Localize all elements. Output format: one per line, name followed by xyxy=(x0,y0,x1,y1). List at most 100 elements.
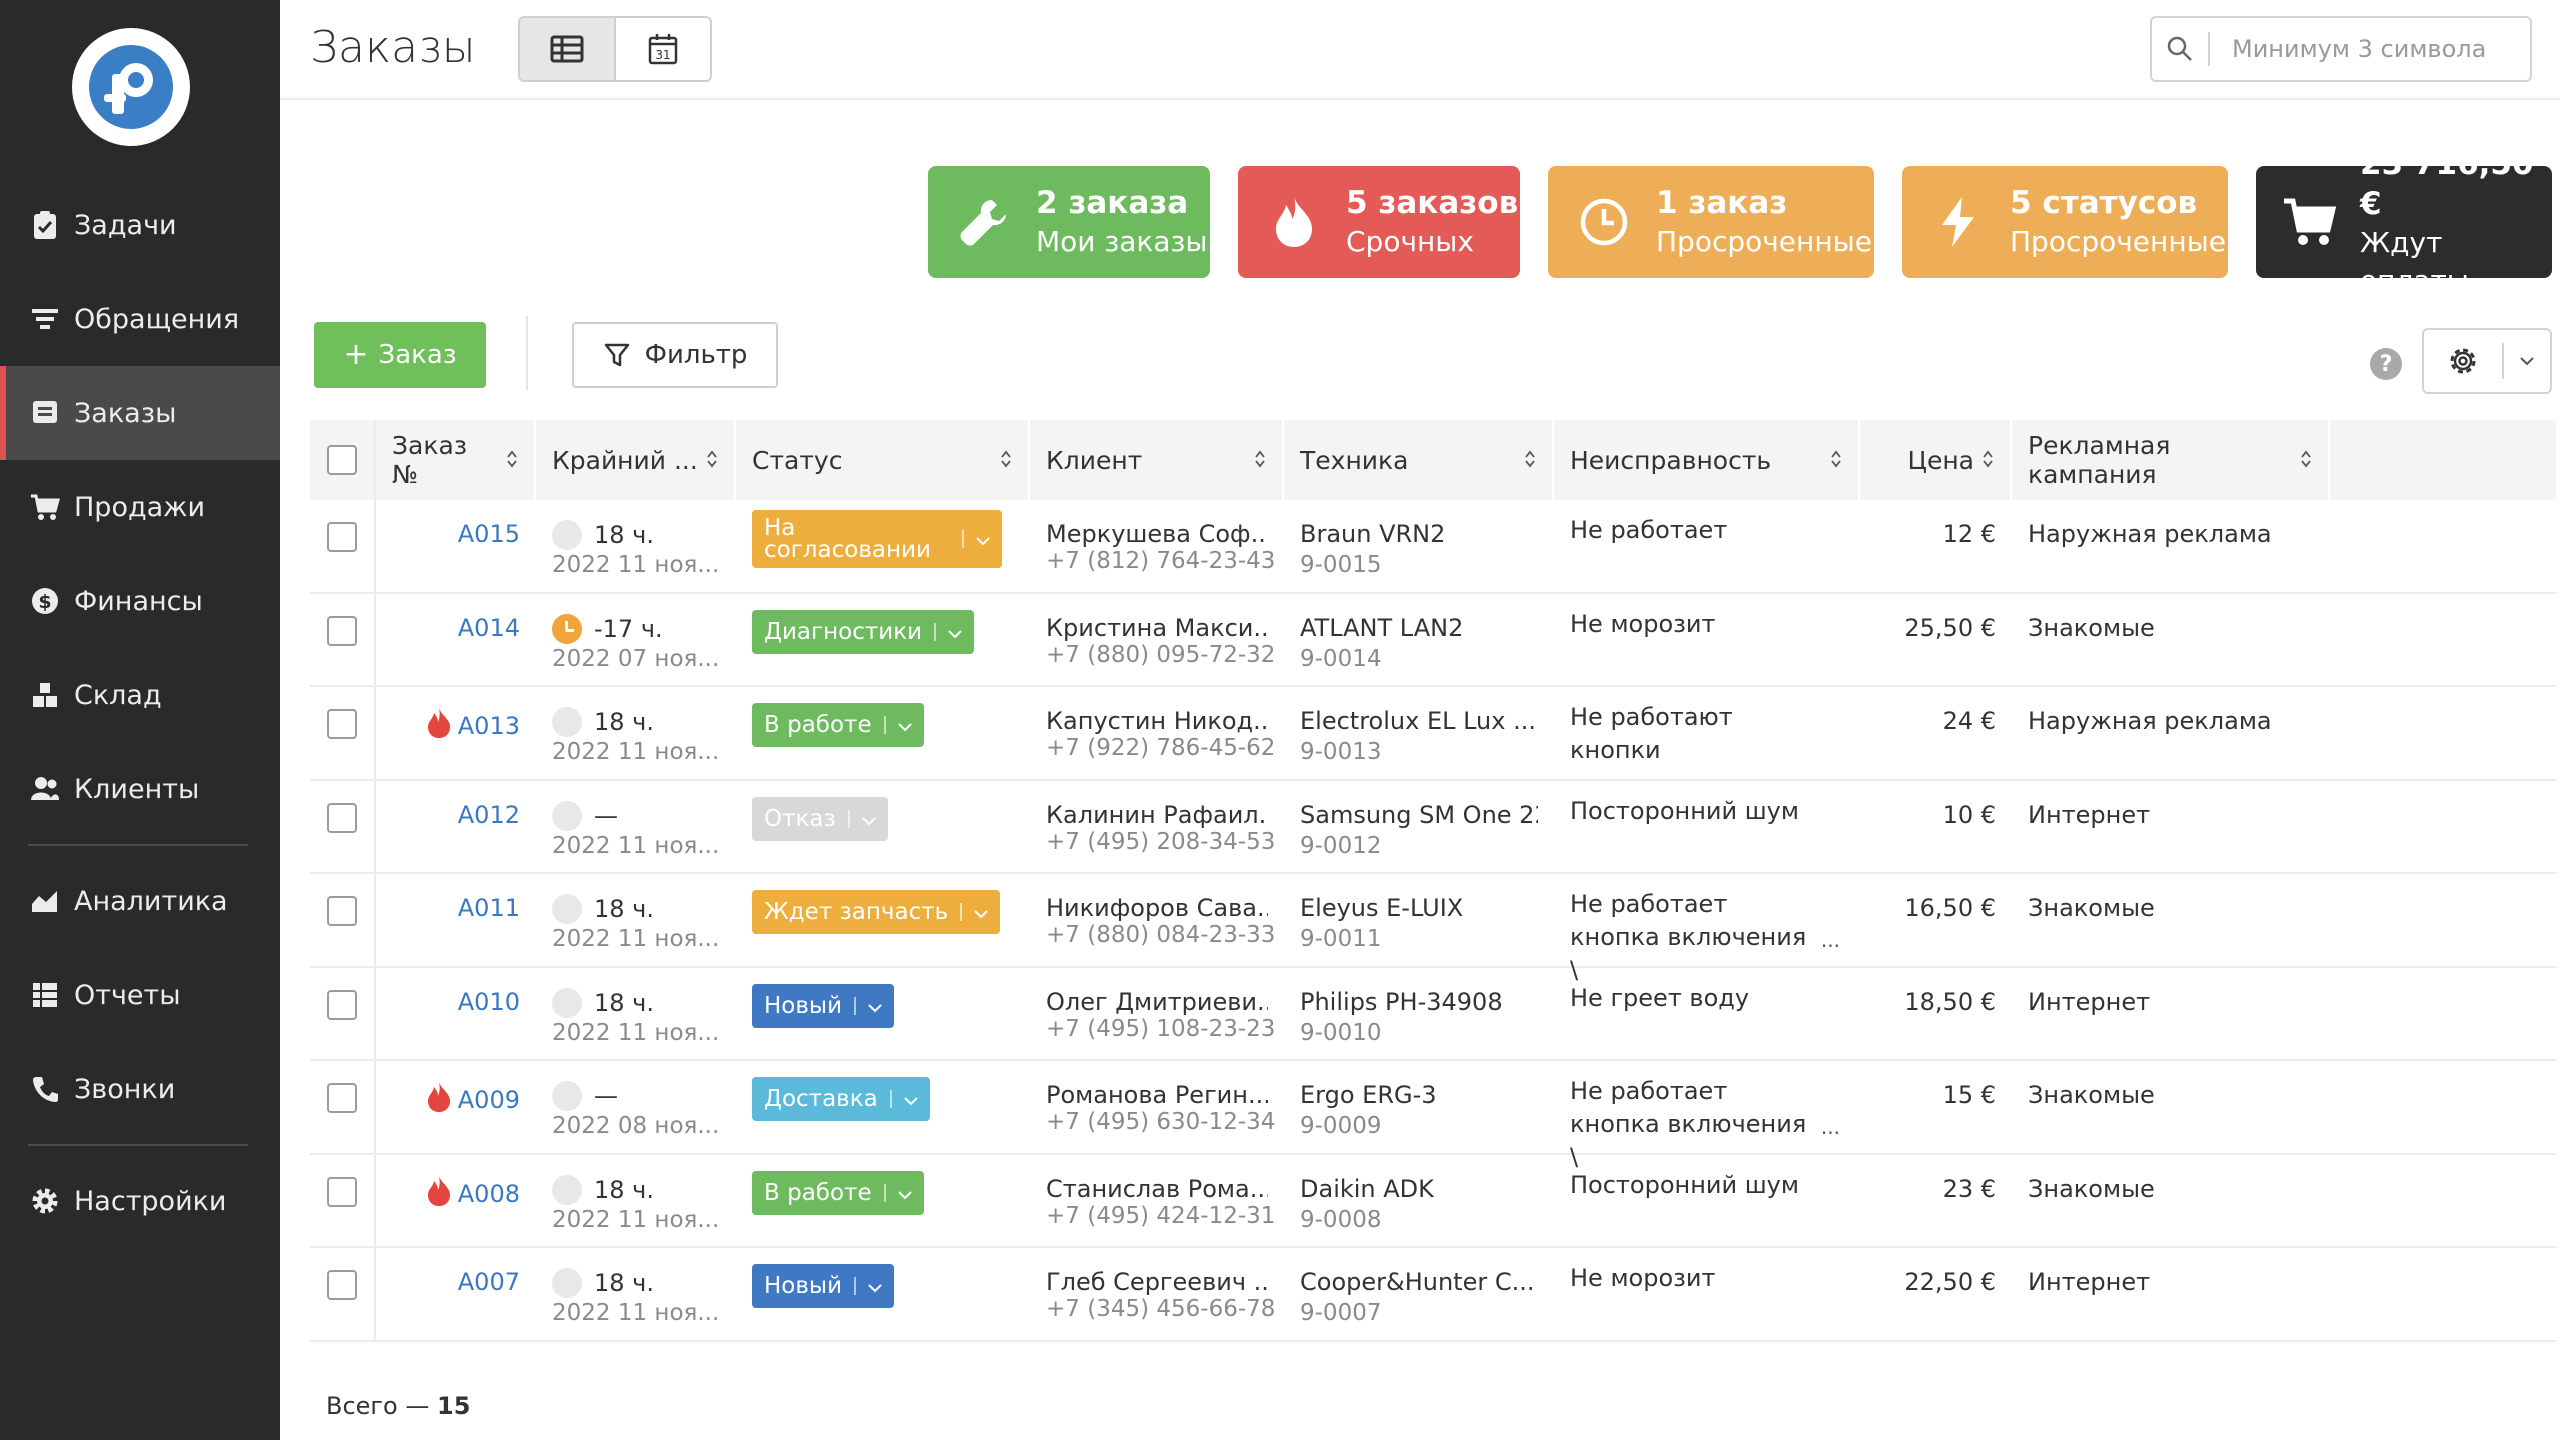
table-settings-button[interactable] xyxy=(2422,328,2552,394)
status-dropdown[interactable]: Доставка xyxy=(752,1077,930,1121)
status-dropdown[interactable]: Новый xyxy=(752,1264,895,1308)
sidebar-item-label: Задачи xyxy=(74,209,177,241)
column-header-status[interactable]: Статус xyxy=(736,420,1030,500)
column-header-deadline[interactable]: Крайний ... xyxy=(536,420,736,500)
row-checkbox[interactable] xyxy=(327,896,357,926)
order-number-cell: A007 xyxy=(376,1248,536,1340)
sidebar-item-clients[interactable]: Клиенты xyxy=(0,742,280,836)
sidebar-item-gear[interactable]: Настройки xyxy=(0,1154,280,1248)
chevron-down-icon xyxy=(976,528,990,550)
search-icon[interactable] xyxy=(2152,32,2210,66)
table-row[interactable]: A015 18 ч. 2022 11 ноя... На согласовани… xyxy=(310,500,2556,594)
column-header-order-number[interactable]: Заказ № xyxy=(376,420,536,500)
table-row[interactable]: A013 18 ч. 2022 11 ноя... В работе Капус… xyxy=(310,687,2556,781)
status-dropdown[interactable]: Новый xyxy=(752,983,895,1028)
gear-icon xyxy=(28,1184,62,1218)
client-cell: Глеб Сергеевич ... +7 (345) 456-66-78 xyxy=(1030,1248,1284,1340)
deadline-date: 2022 11 ноя... xyxy=(552,926,720,952)
order-link[interactable]: A010 xyxy=(457,987,520,1016)
sidebar-item-inquiries[interactable]: Обращения xyxy=(0,272,280,366)
card-label: Просроченные xyxy=(2010,225,2226,258)
app-logo[interactable] xyxy=(72,28,190,146)
cart-icon xyxy=(28,490,62,524)
overdue-statuses-card[interactable]: 5 статусов Просроченные xyxy=(1902,166,2228,278)
order-link[interactable]: A007 xyxy=(457,1268,520,1296)
column-header-equipment[interactable]: Техника xyxy=(1284,420,1554,500)
status-dropdown[interactable]: На согласовании xyxy=(752,510,1002,568)
order-link[interactable]: A014 xyxy=(457,613,520,642)
status-dropdown[interactable]: В работе xyxy=(752,703,924,747)
select-all-checkbox[interactable] xyxy=(327,445,357,475)
add-order-button[interactable]: + Заказ xyxy=(314,322,486,388)
my-orders-card[interactable]: 2 заказа Мои заказы xyxy=(928,166,1210,278)
chevron-down-icon xyxy=(948,619,962,645)
row-checkbox[interactable] xyxy=(327,989,357,1020)
calendar-view-button[interactable]: 31 xyxy=(616,18,710,80)
filter-button[interactable]: Фильтр xyxy=(572,322,778,388)
row-checkbox[interactable] xyxy=(327,1176,357,1207)
row-select-cell xyxy=(310,874,376,966)
sort-icon[interactable] xyxy=(2300,446,2312,475)
help-icon[interactable]: ? xyxy=(2370,348,2402,380)
sort-icon[interactable] xyxy=(1830,446,1842,475)
search-input[interactable] xyxy=(2232,35,2512,63)
status-dropdown[interactable]: Диагностики xyxy=(752,609,975,654)
sort-icon[interactable] xyxy=(506,446,518,475)
awaiting-payment-card[interactable]: 23 716,50 € Ждут оплаты xyxy=(2256,146,2552,297)
campaign-cell: Знакомые xyxy=(2012,594,2330,686)
table-row[interactable]: A010 18 ч. 2022 11 ноя... Новый Олег Дми… xyxy=(310,967,2556,1061)
more-icon[interactable]: ... xyxy=(1820,1114,1840,1139)
column-header-price[interactable]: Цена xyxy=(1860,420,2012,500)
table-row[interactable]: A011 18 ч. 2022 11 ноя... Ждет запчасть … xyxy=(310,874,2556,984)
row-checkbox[interactable] xyxy=(327,1270,357,1300)
deadline-date: 2022 07 ноя... xyxy=(552,645,720,672)
row-checkbox[interactable] xyxy=(327,709,357,739)
sort-icon[interactable] xyxy=(1254,446,1266,475)
sort-icon[interactable] xyxy=(1982,446,1994,475)
deadline-date: 2022 08 ноя... xyxy=(552,1113,720,1139)
sidebar-item-dollar[interactable]: $ Финансы xyxy=(0,554,280,648)
row-checkbox[interactable] xyxy=(327,1083,357,1113)
equipment-cell: Philips PH-34908 9-0010 xyxy=(1284,968,1554,1060)
column-header-defect[interactable]: Неисправность xyxy=(1554,420,1860,500)
column-header-ad-campaign[interactable]: Рекламная кампания xyxy=(2012,420,2330,500)
order-link[interactable]: A011 xyxy=(457,894,520,922)
column-header-client[interactable]: Клиент xyxy=(1030,420,1284,500)
urgent-orders-card[interactable]: 5 заказов Срочных xyxy=(1238,166,1520,278)
sidebar-item-analytics[interactable]: Аналитика xyxy=(0,854,280,948)
overdue-orders-card[interactable]: 1 заказ Просроченные xyxy=(1548,166,1874,278)
status-dropdown[interactable]: Ждет запчасть xyxy=(752,890,1001,934)
sidebar-item-warehouse[interactable]: Склад xyxy=(0,648,280,742)
sort-icon[interactable] xyxy=(1000,446,1012,475)
column-header-label: Статус xyxy=(752,445,843,475)
status-dropdown[interactable]: Отказ xyxy=(752,796,888,841)
more-icon[interactable]: ... xyxy=(1820,927,1840,952)
sidebar-item-cart[interactable]: Продажи xyxy=(0,460,280,554)
order-link[interactable]: A008 xyxy=(457,1179,520,1208)
table-row[interactable]: A014 -17 ч. 2022 07 ноя... Диагностики К… xyxy=(310,593,2556,687)
table-row[interactable]: A012 — 2022 11 ноя... Отказ Калинин Рафа… xyxy=(310,780,2556,874)
sort-icon[interactable] xyxy=(1524,446,1536,475)
table-view-button[interactable] xyxy=(520,18,616,80)
row-checkbox[interactable] xyxy=(327,522,357,552)
status-dropdown[interactable]: В работе xyxy=(752,1170,924,1215)
sidebar-item-tasks[interactable]: Задачи xyxy=(0,178,280,272)
order-link[interactable]: A009 xyxy=(457,1086,520,1114)
status-label: Ждет запчасть xyxy=(764,899,949,925)
table-row[interactable]: A009 — 2022 08 ноя... Доставка Романова … xyxy=(310,1061,2556,1171)
status-cell: Новый xyxy=(736,1248,1030,1340)
table-row[interactable]: A007 18 ч. 2022 11 ноя... Новый Глеб Сер… xyxy=(310,1248,2556,1342)
row-checkbox[interactable] xyxy=(327,615,357,646)
equipment-name: ATLANT LAN2 xyxy=(1300,613,1464,642)
order-link[interactable]: A015 xyxy=(457,520,520,548)
price-value: 22,50 € xyxy=(1904,1268,1996,1296)
sidebar-item-phone[interactable]: Звонки xyxy=(0,1042,280,1136)
sidebar-item-reports[interactable]: Отчеты xyxy=(0,948,280,1042)
order-link[interactable]: A012 xyxy=(457,800,520,829)
order-link[interactable]: A013 xyxy=(457,712,520,740)
sort-icon[interactable] xyxy=(706,446,718,475)
sidebar-item-orders[interactable]: Заказы xyxy=(0,366,280,460)
client-name: Романова Регин... xyxy=(1046,1081,1268,1109)
table-row[interactable]: A008 18 ч. 2022 11 ноя... В работе Стани… xyxy=(310,1154,2556,1248)
row-checkbox[interactable] xyxy=(327,802,357,833)
